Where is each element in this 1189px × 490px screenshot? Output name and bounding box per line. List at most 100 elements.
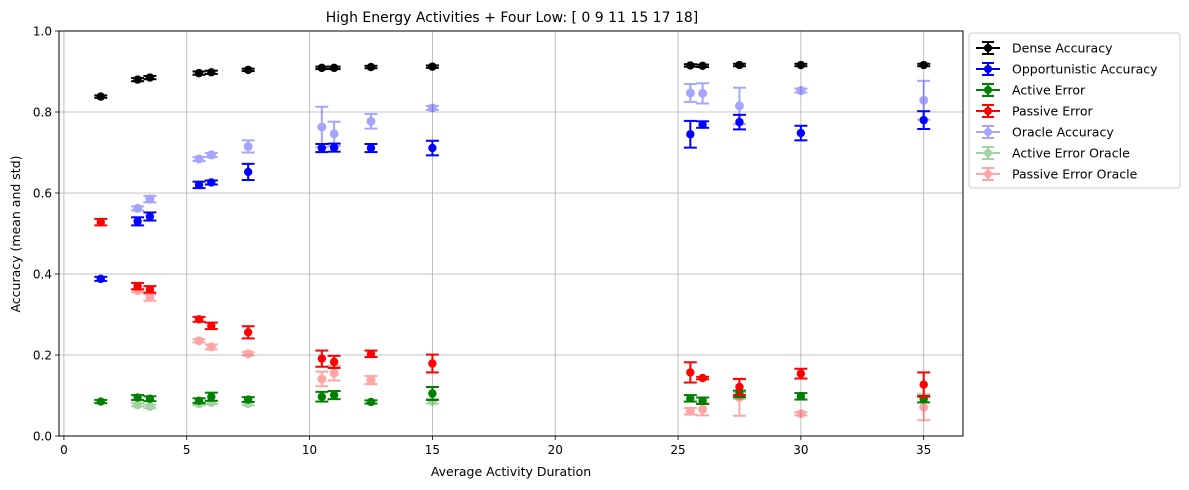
data-point bbox=[796, 392, 806, 401]
data-point bbox=[317, 63, 327, 73]
x-tick-label: 35 bbox=[916, 443, 931, 457]
series-dense-accuracy bbox=[94, 60, 931, 101]
data-point bbox=[96, 274, 105, 284]
legend-marker bbox=[976, 167, 1000, 181]
data-point bbox=[685, 406, 695, 416]
y-axis-label: Accuracy (mean and std) bbox=[8, 155, 23, 312]
legend-label: Active Error bbox=[1012, 83, 1086, 98]
data-point bbox=[685, 88, 695, 98]
data-point bbox=[96, 397, 105, 406]
data-point bbox=[145, 194, 155, 204]
legend-point bbox=[984, 65, 992, 73]
chart-title: High Energy Activities + Four Low: [ 0 9… bbox=[326, 10, 698, 26]
legend-marker bbox=[976, 83, 1000, 97]
legend-label: Oracle Accuracy bbox=[1012, 125, 1114, 140]
data-point bbox=[133, 393, 142, 402]
legend-marker bbox=[976, 41, 1000, 55]
data-point bbox=[317, 354, 327, 363]
data-point bbox=[796, 128, 806, 138]
data-point bbox=[329, 368, 339, 378]
data-point bbox=[329, 357, 339, 367]
data-point bbox=[919, 95, 929, 105]
data-point bbox=[133, 400, 143, 410]
data-point bbox=[133, 203, 143, 213]
data-point bbox=[919, 115, 928, 125]
data-point bbox=[735, 60, 744, 70]
legend-marker bbox=[976, 62, 1000, 76]
y-tick-label: 0.4 bbox=[33, 268, 52, 282]
data-point bbox=[698, 88, 708, 98]
data-point bbox=[698, 373, 707, 383]
series-active-error bbox=[94, 385, 931, 407]
data-point bbox=[329, 390, 339, 400]
x-tick-label: 15 bbox=[425, 443, 440, 457]
legend-marker bbox=[976, 146, 1000, 160]
data-point bbox=[243, 65, 253, 75]
legend-label: Dense Accuracy bbox=[1012, 41, 1113, 56]
data-point bbox=[698, 396, 707, 405]
data-point bbox=[366, 143, 376, 153]
data-point bbox=[317, 392, 327, 401]
legend-point bbox=[984, 86, 992, 94]
y-tick-label: 1.0 bbox=[33, 25, 52, 39]
series-oracle-accuracy bbox=[131, 79, 931, 213]
data-point bbox=[133, 281, 142, 291]
data-point bbox=[735, 117, 744, 127]
data-point bbox=[317, 374, 327, 384]
x-tick-label: 30 bbox=[793, 443, 808, 457]
series-passive-error-oracle bbox=[131, 286, 931, 422]
data-point bbox=[194, 336, 204, 346]
data-point bbox=[734, 101, 744, 111]
data-point bbox=[428, 62, 437, 71]
legend: Dense Accuracy Opportunistic Accuracy Acti… bbox=[968, 32, 1181, 189]
data-point bbox=[194, 154, 204, 164]
legend-label: Passive Error bbox=[1012, 104, 1094, 119]
x-tick-label: 0 bbox=[60, 443, 68, 457]
legend-label: Active Error Oracle bbox=[1012, 146, 1130, 161]
data-point bbox=[145, 394, 155, 403]
legend-point bbox=[984, 149, 992, 157]
data-point bbox=[919, 380, 928, 389]
plot-area bbox=[94, 60, 931, 422]
data-point bbox=[428, 389, 437, 398]
y-tick-label: 0.0 bbox=[33, 430, 52, 444]
data-point bbox=[317, 143, 327, 153]
x-axis-label: Average Activity Duration bbox=[431, 464, 591, 479]
x-tick-label: 25 bbox=[670, 443, 685, 457]
legend-marker bbox=[976, 125, 1000, 139]
legend-point bbox=[984, 170, 992, 178]
legend-label: Opportunistic Accuracy bbox=[1012, 62, 1158, 77]
data-point bbox=[243, 395, 253, 404]
data-point bbox=[207, 68, 216, 77]
x-tick-label: 5 bbox=[183, 443, 191, 457]
data-point bbox=[686, 130, 695, 139]
data-point bbox=[206, 150, 216, 160]
legend-marker bbox=[976, 104, 1000, 118]
data-point bbox=[243, 349, 253, 359]
data-point bbox=[329, 129, 339, 139]
data-point bbox=[366, 349, 376, 358]
data-point bbox=[243, 328, 253, 337]
data-point bbox=[145, 285, 155, 294]
data-point bbox=[194, 68, 204, 78]
data-point bbox=[317, 122, 327, 132]
data-point bbox=[133, 75, 142, 84]
data-point bbox=[133, 217, 142, 226]
y-tick-label: 0.2 bbox=[33, 349, 52, 363]
data-point bbox=[796, 86, 806, 96]
data-point bbox=[366, 116, 376, 126]
data-point bbox=[96, 217, 105, 227]
data-point bbox=[686, 368, 695, 377]
y-tick-label: 0.8 bbox=[33, 106, 52, 120]
data-point bbox=[366, 62, 376, 72]
data-point bbox=[698, 120, 707, 129]
data-point bbox=[145, 212, 155, 221]
data-point bbox=[366, 375, 376, 385]
data-point bbox=[919, 60, 928, 70]
x-tick-label: 10 bbox=[302, 443, 317, 457]
x-tick-label: 20 bbox=[548, 443, 563, 457]
legend-point bbox=[984, 107, 992, 115]
legend-frame bbox=[968, 32, 1181, 189]
data-point bbox=[735, 382, 744, 392]
